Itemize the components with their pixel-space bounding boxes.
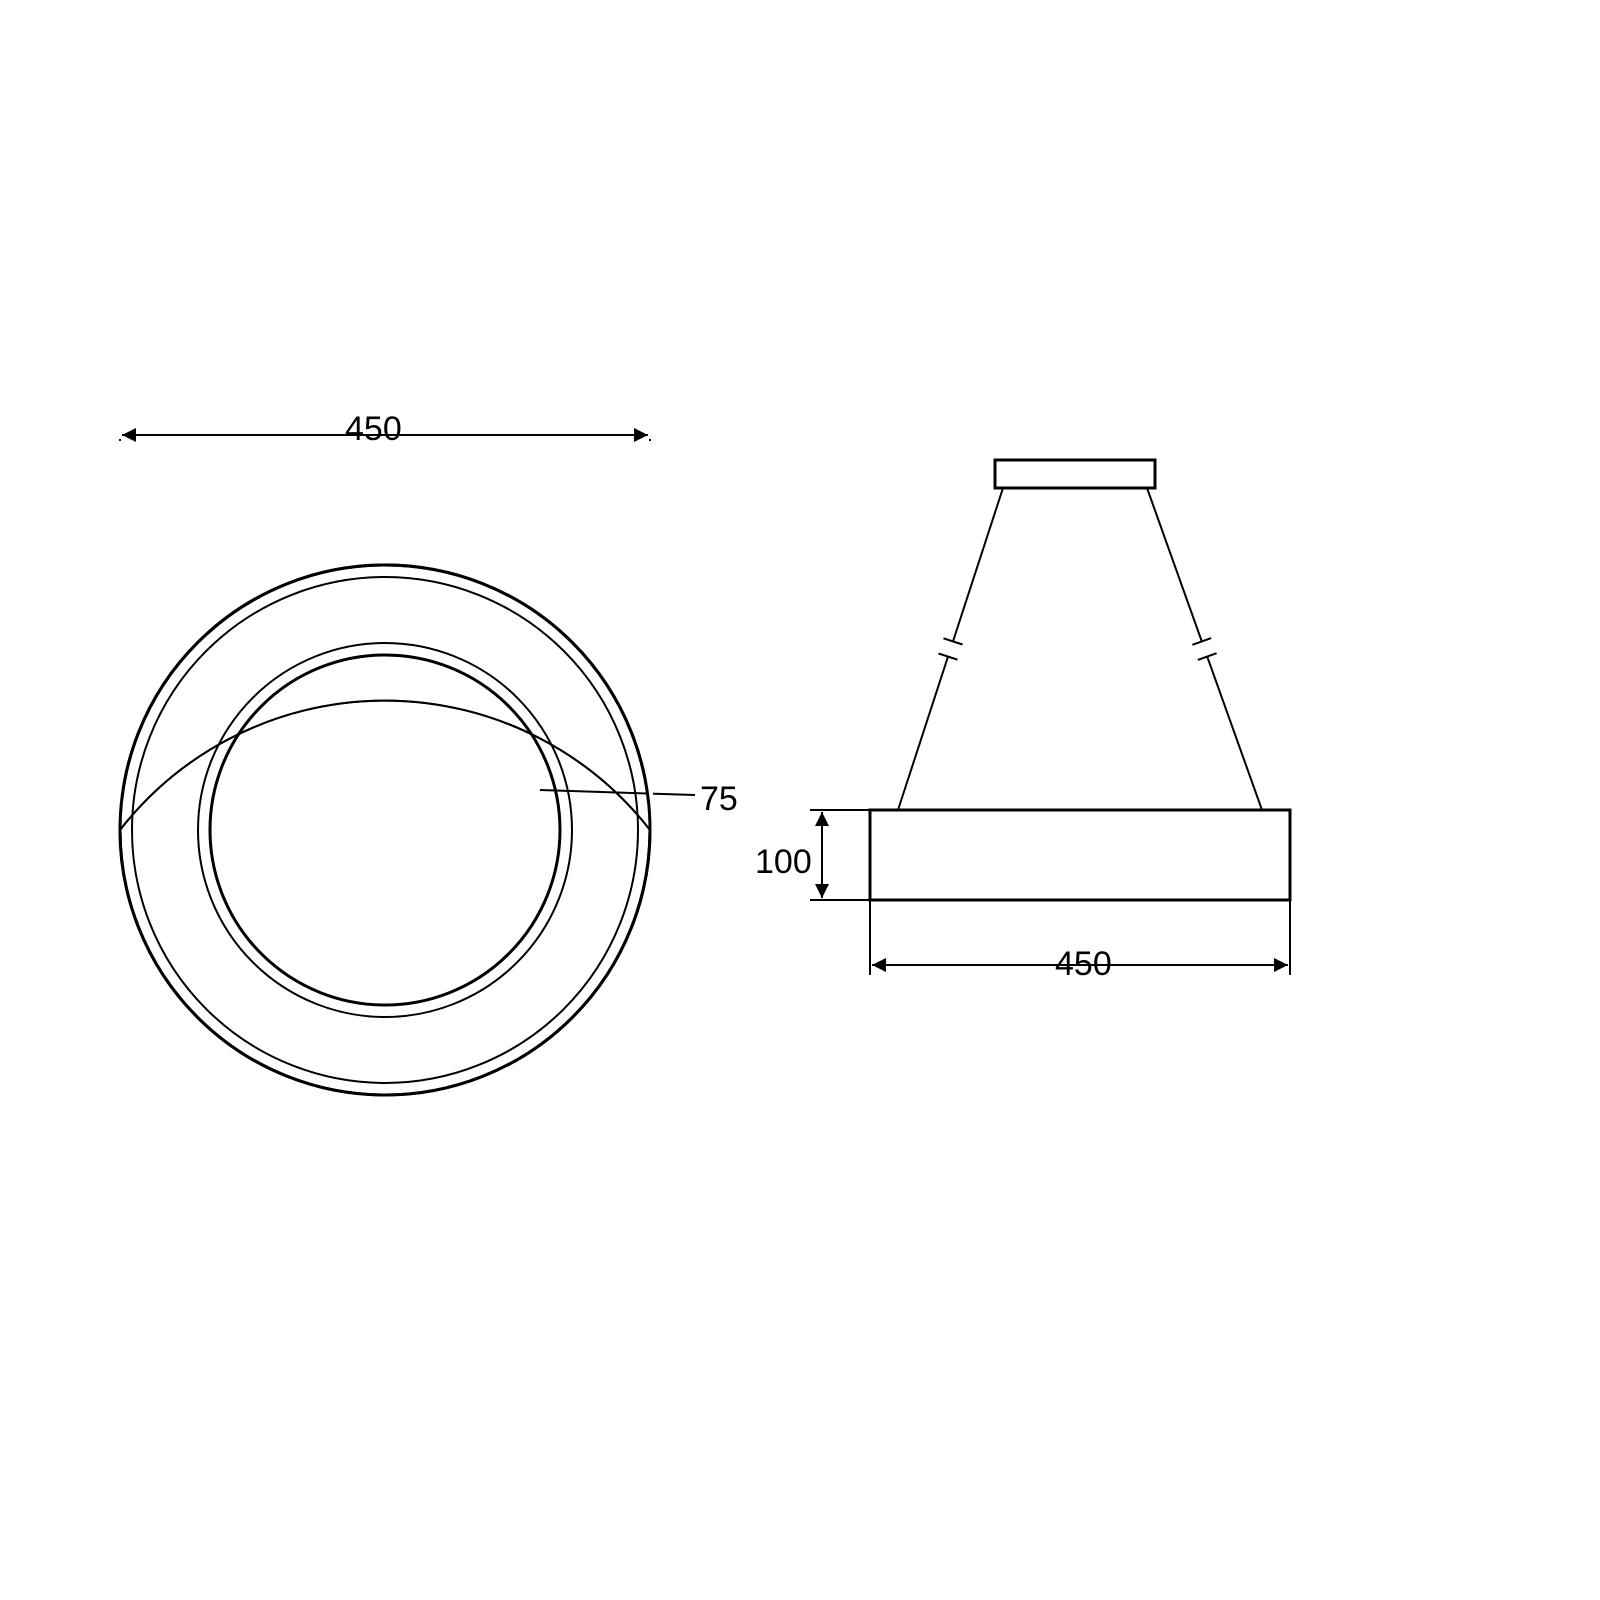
side-width-label: 450 xyxy=(1055,945,1112,984)
drawing-canvas: 450 75 450 100 xyxy=(0,0,1600,1600)
ring-width-label: 75 xyxy=(700,780,738,819)
top-diameter-label: 450 xyxy=(345,410,402,449)
side-height-label: 100 xyxy=(755,843,812,882)
diagram-svg xyxy=(0,0,1600,1600)
